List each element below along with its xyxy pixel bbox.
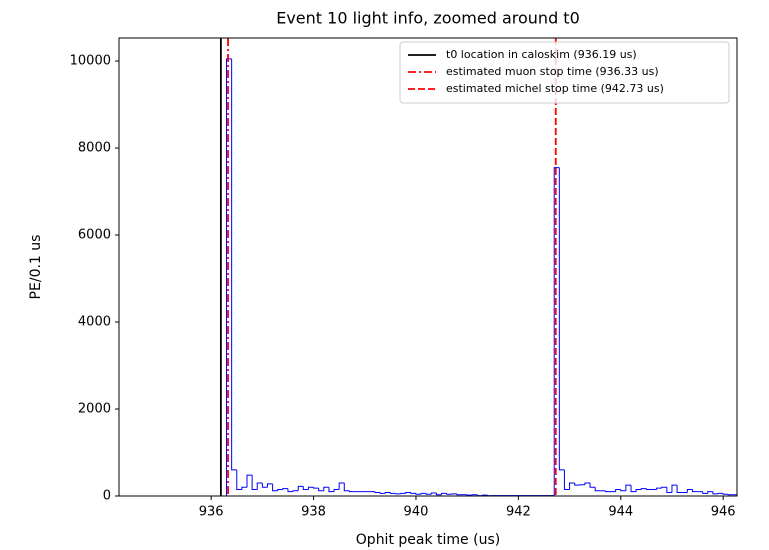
histogram-bin <box>282 488 288 490</box>
legend-box <box>399 41 730 104</box>
histogram-bin <box>686 488 693 493</box>
histogram-bin <box>323 486 329 491</box>
x-tick-label: 938 <box>301 505 326 520</box>
histogram-bin <box>343 482 350 492</box>
x-tick-label: 944 <box>608 505 633 520</box>
histogram-bin <box>671 484 678 493</box>
legend-label: estimated michel stop time (942.73 us) <box>446 82 664 95</box>
histogram-bin <box>630 485 637 493</box>
x-tick-label: 942 <box>506 505 531 520</box>
histogram-bin <box>558 167 565 471</box>
histogram-bin <box>302 486 309 490</box>
histogram-bin <box>615 488 621 492</box>
x-tick-label: 946 <box>711 505 736 520</box>
histogram-bin <box>231 58 237 471</box>
histogram-bin <box>563 469 570 490</box>
histogram-bin <box>733 494 737 496</box>
histogram-bin <box>256 482 263 490</box>
histogram-bin <box>594 487 601 492</box>
histogram-bin <box>456 493 463 496</box>
histogram-bin <box>625 484 632 491</box>
histogram-bin <box>676 485 683 494</box>
histogram-bin <box>702 491 708 494</box>
histogram-bin <box>297 485 304 491</box>
histogram-bin <box>712 491 719 495</box>
histogram-bin <box>241 486 248 490</box>
histogram-bin <box>333 488 340 492</box>
x-axis-label: Ophit peak time (us) <box>356 532 500 548</box>
histogram-bin <box>277 488 283 491</box>
histogram-bin <box>430 492 437 495</box>
histogram-bin <box>666 487 672 494</box>
y-tick-label: 8000 <box>78 141 111 156</box>
histogram-bin <box>620 489 626 492</box>
histogram-bin <box>645 488 652 490</box>
x-tick-label: 940 <box>404 505 429 520</box>
histogram-bin <box>425 493 432 495</box>
histogram-bin <box>246 474 253 488</box>
histogram-bin <box>379 492 386 494</box>
histogram-bin <box>707 491 713 494</box>
histogram-bin <box>389 492 396 494</box>
histogram-bin <box>415 493 422 495</box>
histogram-bin <box>410 492 416 494</box>
histogram-bin <box>313 487 319 489</box>
histogram-bin <box>604 490 611 493</box>
histogram-bin <box>589 482 596 488</box>
histogram-bin <box>272 483 278 492</box>
y-tick-label: 2000 <box>78 402 111 417</box>
histogram-bin <box>661 486 667 489</box>
histogram-bin <box>574 482 580 486</box>
histogram-bin <box>691 489 698 493</box>
histogram-bin <box>348 490 355 493</box>
histogram-bin <box>266 483 273 488</box>
histogram-bin <box>251 475 258 490</box>
histogram-bin <box>292 490 299 492</box>
histogram-bin <box>318 488 324 492</box>
y-axis-label: PE/0.1 us <box>28 235 44 300</box>
histogram-bin <box>287 488 294 493</box>
histogram-bin <box>420 492 427 495</box>
y-tick-label: 4000 <box>78 315 111 330</box>
histogram-bin <box>435 492 442 496</box>
histogram-bin <box>635 488 642 492</box>
histogram-bin <box>338 482 345 490</box>
histogram-bin <box>307 486 314 490</box>
x-tick-label: 936 <box>199 505 224 520</box>
histogram-bin <box>226 58 232 496</box>
histogram-bin <box>584 482 591 485</box>
histogram-bin <box>553 167 560 496</box>
legend: t0 location in caloskim (936.19 us) estim… <box>399 41 730 104</box>
histogram-bin <box>405 492 411 494</box>
histogram-bin <box>384 492 391 494</box>
histogram-bin <box>446 493 452 495</box>
histogram-bin <box>261 482 268 488</box>
histogram-bin <box>656 487 662 490</box>
axes-frame <box>118 37 738 497</box>
histogram-bin <box>374 491 381 494</box>
chart-title: Event 10 light info, zoomed around t0 <box>276 9 580 28</box>
histogram-bin <box>640 488 647 490</box>
legend-label: estimated muon stop time (936.33 us) <box>446 65 659 78</box>
legend-label: t0 location in caloskim (936.19 us) <box>446 48 637 61</box>
histogram-bin <box>441 492 447 495</box>
plot-area <box>219 38 737 496</box>
y-tick-label: 0 <box>103 489 111 504</box>
histogram-bin <box>569 482 575 490</box>
y-tick-label: 6000 <box>78 228 111 243</box>
histogram-bin <box>722 493 729 495</box>
y-tick-label: 10000 <box>70 54 111 69</box>
histogram-bin <box>236 469 242 490</box>
histogram-bin <box>328 487 335 493</box>
